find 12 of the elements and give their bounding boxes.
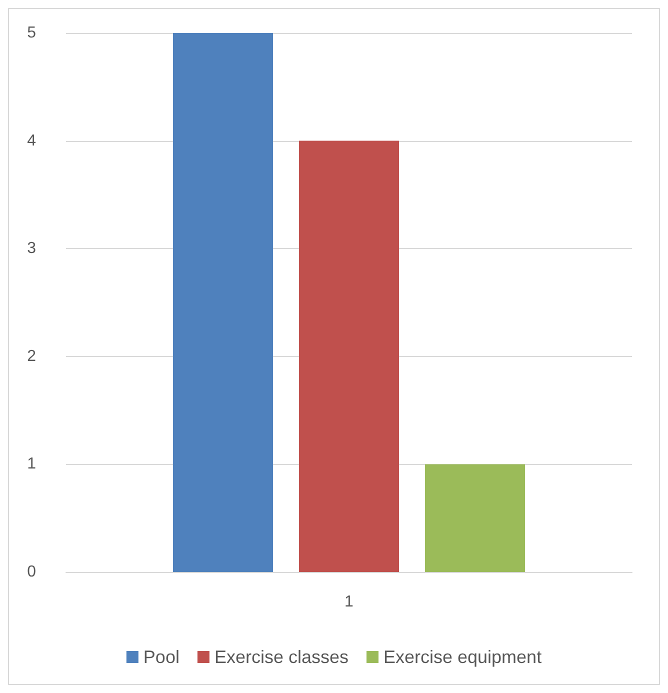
y-tick-label: 4 bbox=[27, 132, 36, 150]
y-tick-label: 5 bbox=[27, 24, 36, 42]
bar bbox=[425, 464, 525, 572]
y-tick-label: 3 bbox=[27, 240, 36, 258]
y-tick-label: 1 bbox=[27, 456, 36, 473]
bar bbox=[299, 140, 399, 572]
y-tick-label: 0 bbox=[27, 564, 36, 580]
y-tick-label: 2 bbox=[27, 348, 36, 365]
legend-label: Exercise classes bbox=[214, 647, 348, 667]
legend-label: Exercise equipment bbox=[383, 647, 542, 667]
legend-label: Pool bbox=[143, 647, 180, 667]
bar bbox=[173, 33, 273, 572]
